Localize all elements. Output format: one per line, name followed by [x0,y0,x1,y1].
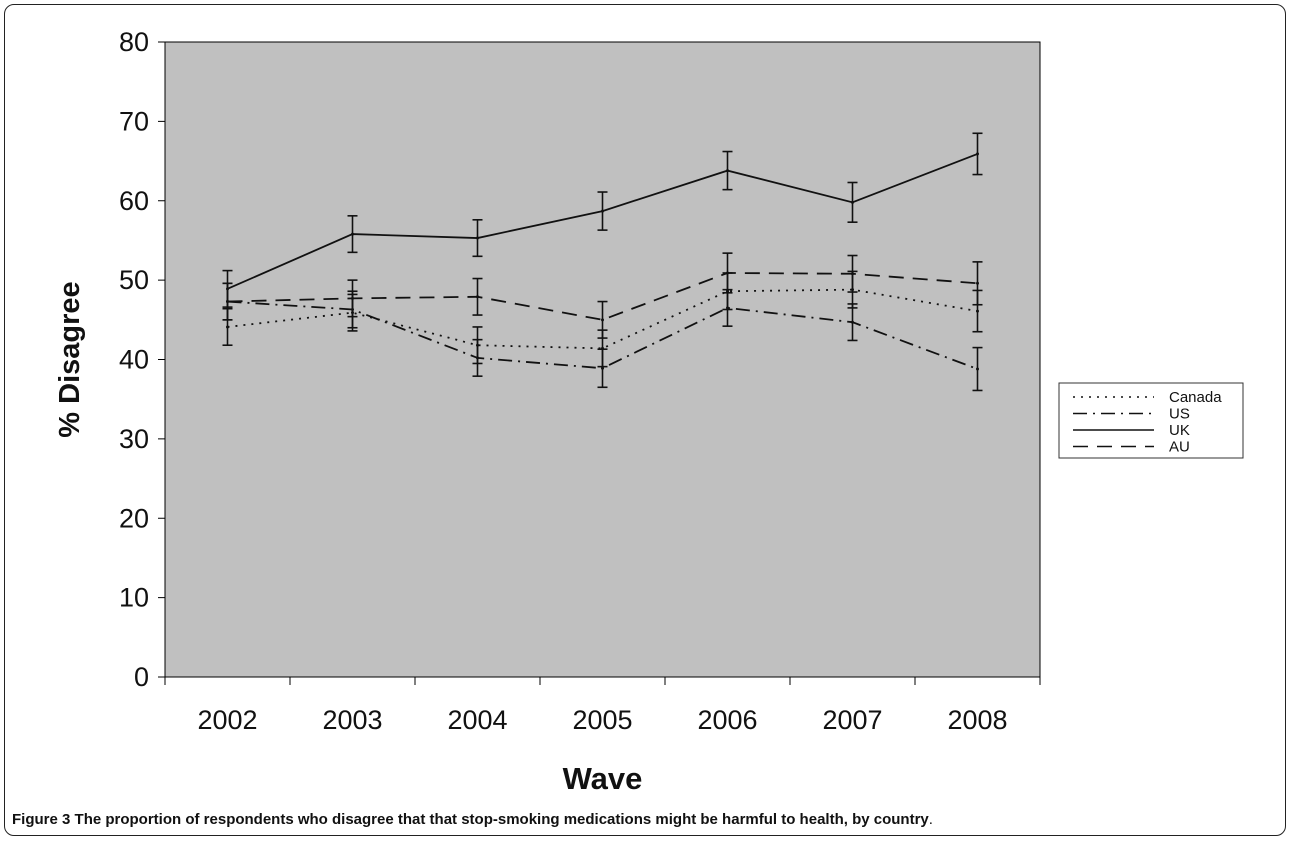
data-point [476,236,479,240]
y-tick-label: 30 [119,424,149,454]
data-point [851,272,854,276]
y-tick-label: 0 [134,662,149,692]
y-tick-label: 80 [119,27,149,57]
figure-caption: Figure 3 The proportion of respondents w… [12,811,933,828]
data-point [476,295,479,299]
caption-label: Figure 3 [12,811,71,828]
data-point [976,367,979,371]
legend-label: AU [1169,439,1190,456]
data-point [976,281,979,285]
y-tick-label: 60 [119,186,149,216]
plot-area [164,41,1041,678]
data-point [351,296,354,300]
data-point [726,306,729,310]
data-point [726,169,729,173]
x-tick-label: 2008 [947,705,1007,735]
legend-label: UK [1169,422,1190,439]
caption-end: . [928,811,933,828]
x-tick-label: 2005 [572,705,632,735]
x-tick-label: 2007 [822,705,882,735]
series-au [222,252,983,339]
x-tick-label: 2006 [697,705,757,735]
y-axis-title: % Disagree [54,281,86,437]
y-tick-label: 20 [119,503,149,533]
x-tick-label: 2002 [197,705,257,735]
legend-label: US [1169,406,1190,423]
data-point [976,309,979,313]
y-tick-label: 70 [119,106,149,136]
y-tick-label: 10 [119,583,149,613]
data-point [851,320,854,324]
data-point [601,209,604,213]
data-point [226,325,229,329]
series-uk [222,132,983,308]
legend-box [1058,382,1244,459]
legend-label: Canada [1169,389,1222,406]
x-tick-label: 2003 [322,705,382,735]
data-point [601,366,604,370]
x-tick-label: 2004 [447,705,507,735]
data-point [351,232,354,236]
y-tick-label: 40 [119,345,149,375]
x-axis-title: Wave [563,761,643,796]
figure-frame [4,4,1286,836]
data-point [601,318,604,322]
caption-text: The proportion of respondents who disagr… [70,811,929,828]
data-point [976,152,979,156]
data-point [476,356,479,360]
data-point [226,300,229,304]
data-point [726,271,729,275]
data-point [851,200,854,204]
y-tick-label: 50 [119,265,149,295]
